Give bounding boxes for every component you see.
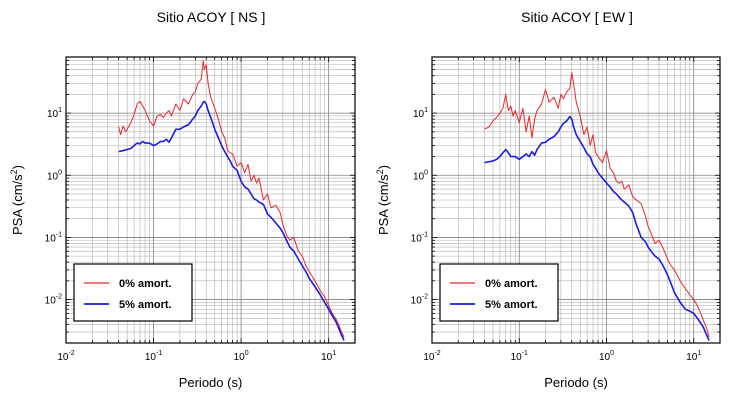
y-axis-label: PSA (cm/s2) (375, 165, 391, 235)
tick-marks (431, 56, 721, 344)
x-tick-label-base: 10 (686, 352, 698, 363)
y-tick-label-base: 10 (413, 171, 425, 182)
y-axis-label-close: ) (10, 165, 25, 169)
y-tick-label: 10-2 (411, 294, 428, 307)
x-tick-label-base: 10 (423, 352, 435, 363)
y-tick-label-base: 10 (47, 171, 59, 182)
y-tick-label-base: 10 (413, 109, 425, 120)
y-axis-label-main: PSA (cm/s (10, 174, 25, 235)
x-tick-label: 101 (686, 350, 701, 363)
y-tick-label-exp: 1 (58, 107, 62, 114)
chart-title: Sitio ACOY [ NS ] (157, 9, 266, 25)
y-tick-label-exp: -2 (422, 294, 428, 301)
y-axis-label-exp: 2 (9, 169, 19, 174)
legend-entry: 0% amort. (119, 278, 172, 290)
legend: 0% amort. 5% amort. (439, 263, 559, 322)
legend-box (73, 263, 193, 322)
x-axis-label: Periodo (s) (544, 375, 608, 390)
legend-entry: 0% amort. (485, 278, 538, 290)
x-tick-label-base: 10 (145, 352, 157, 363)
legend-entry: 5% amort. (485, 299, 538, 311)
y-tick-label: 10-1 (45, 231, 62, 244)
x-tick-label: 10-2 (57, 350, 74, 363)
x-tick-label-base: 10 (57, 352, 69, 363)
y-tick-label-exp: 0 (58, 169, 62, 176)
x-tick-label-exp: -1 (522, 350, 528, 357)
x-tick-label-exp: -2 (434, 350, 440, 357)
x-tick-label-base: 10 (234, 352, 246, 363)
y-tick-label-base: 10 (411, 296, 423, 307)
x-tick-label-base: 10 (321, 352, 333, 363)
y-tick-label-exp: -1 (422, 231, 428, 238)
x-tick-label: 10-1 (511, 350, 528, 363)
x-tick-label: 100 (234, 350, 249, 363)
y-tick-label: 10-2 (45, 294, 62, 307)
legend-entry: 5% amort. (119, 299, 172, 311)
y-tick-label-base: 10 (411, 233, 423, 244)
y-tick-label-base: 10 (45, 296, 57, 307)
series-line-amort-0 (118, 60, 345, 338)
y-tick-label: 100 (413, 169, 428, 182)
tick-marks (65, 56, 356, 344)
y-tick-label-exp: -1 (56, 231, 62, 238)
y-tick-label-exp: 0 (424, 169, 428, 176)
x-tick-label-exp: 0 (610, 350, 614, 357)
y-axis-label-main: PSA (cm/s (376, 174, 391, 235)
series-line-amort-5 (118, 100, 345, 341)
x-axis-label: Periodo (s) (179, 375, 243, 390)
x-tick-label: 100 (599, 350, 614, 363)
y-tick-label-base: 10 (45, 233, 57, 244)
x-tick-label-exp: -1 (156, 350, 162, 357)
y-axis-label-exp: 2 (375, 169, 385, 174)
series-line-amort-0 (484, 72, 710, 338)
grid (432, 57, 720, 343)
y-tick-label-exp: -2 (56, 294, 62, 301)
x-tick-label: 10-1 (145, 350, 162, 363)
x-tick-label-base: 10 (599, 352, 611, 363)
x-tick-label-exp: -2 (68, 350, 74, 357)
y-tick-label: 101 (413, 107, 428, 120)
y-tick-label-exp: 1 (424, 107, 428, 114)
y-axis-label: PSA (cm/s2) (9, 165, 25, 235)
x-tick-label-exp: 1 (332, 350, 336, 357)
x-tick-label: 10-2 (423, 350, 440, 363)
x-tick-label: 101 (321, 350, 336, 363)
legend: 0% amort. 5% amort. (73, 263, 193, 322)
legend-box (439, 263, 559, 322)
y-tick-label: 10-1 (411, 231, 428, 244)
x-tick-label-exp: 0 (245, 350, 249, 357)
y-tick-label: 100 (47, 169, 62, 182)
x-tick-label-exp: 1 (697, 350, 701, 357)
chart-title: Sitio ACOY [ EW ] (521, 9, 633, 25)
x-tick-label-base: 10 (511, 352, 523, 363)
y-tick-label: 101 (47, 107, 62, 120)
series-line-amort-5 (484, 115, 710, 341)
y-tick-label-base: 10 (47, 109, 59, 120)
y-axis-label-close: ) (376, 165, 391, 169)
